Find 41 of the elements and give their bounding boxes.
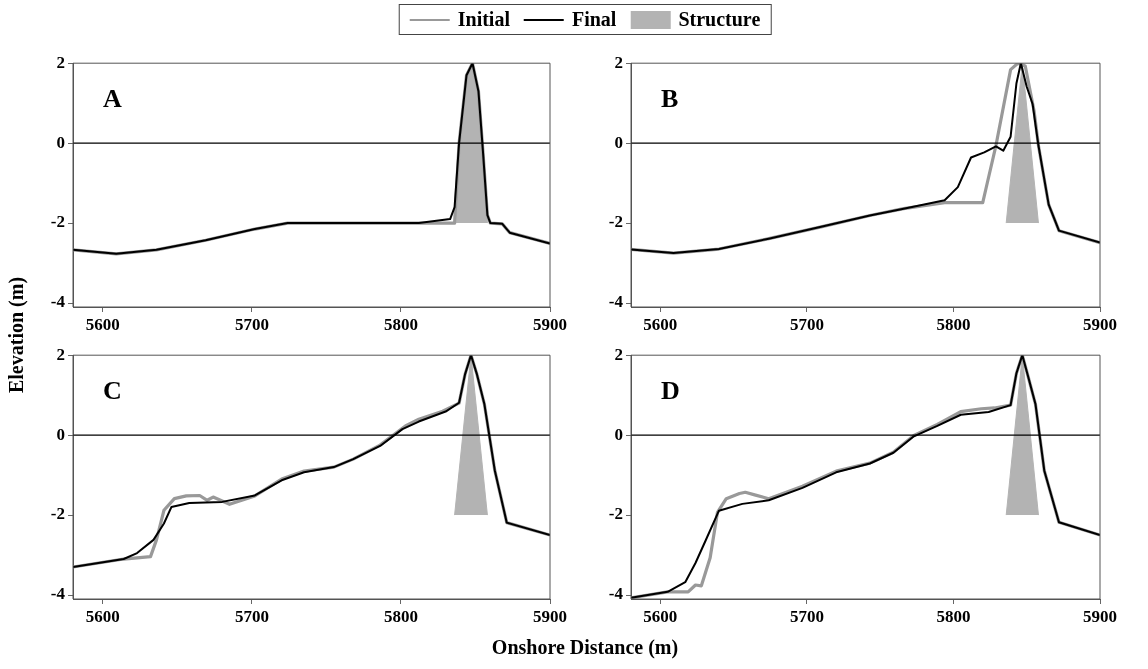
y-tick-label: 0 bbox=[614, 424, 623, 444]
legend-label: Initial bbox=[457, 8, 510, 31]
x-tick-label: 5700 bbox=[789, 606, 824, 626]
y-tick-label: -2 bbox=[50, 212, 65, 232]
y-tick-label: -2 bbox=[608, 504, 623, 524]
annotation: D bbox=[661, 375, 680, 405]
x-tick-label: 5700 bbox=[234, 314, 269, 334]
annotation: C bbox=[103, 375, 122, 405]
y-tick-label: -2 bbox=[608, 212, 623, 232]
x-tick-label: 5600 bbox=[85, 606, 120, 626]
y-tick-label: 0 bbox=[56, 424, 65, 444]
y-tick-label: 0 bbox=[56, 132, 65, 152]
x-tick-label: 5700 bbox=[789, 314, 824, 334]
x-tick-label: 5600 bbox=[643, 314, 678, 334]
x-tick-label: 5800 bbox=[936, 606, 971, 626]
y-tick-label: 2 bbox=[614, 344, 623, 364]
y-tick-label: -4 bbox=[608, 292, 624, 312]
x-tick-label: 5600 bbox=[85, 314, 120, 334]
y-tick-label: 2 bbox=[56, 344, 65, 364]
x-tick-label: 5800 bbox=[383, 314, 418, 334]
x-tick-label: 5800 bbox=[383, 606, 418, 626]
x-tick-label: 5900 bbox=[533, 606, 567, 626]
x-tick-label: 5700 bbox=[234, 606, 269, 626]
annotation: A bbox=[103, 83, 122, 113]
x-tick-label: 5800 bbox=[936, 314, 971, 334]
legend-label: Structure bbox=[678, 8, 761, 31]
y-tick-label: 2 bbox=[614, 52, 623, 72]
x-tick-label: 5900 bbox=[1083, 606, 1117, 626]
x-tick-label: 5900 bbox=[533, 314, 567, 334]
annotation: B bbox=[661, 83, 679, 113]
x-axis-title: Onshore Distance (m) bbox=[491, 636, 679, 659]
legend-label: Final bbox=[571, 8, 617, 31]
x-tick-label: 5900 bbox=[1083, 314, 1117, 334]
y-axis-title: Elevation (m) bbox=[4, 276, 28, 394]
y-tick-label: -2 bbox=[50, 504, 65, 524]
x-tick-label: 5600 bbox=[643, 606, 678, 626]
y-tick-label: 0 bbox=[614, 132, 623, 152]
y-tick-label: 2 bbox=[56, 52, 65, 72]
y-tick-label: -4 bbox=[50, 292, 66, 312]
y-tick-label: -4 bbox=[50, 584, 66, 604]
y-tick-label: -4 bbox=[608, 584, 624, 604]
